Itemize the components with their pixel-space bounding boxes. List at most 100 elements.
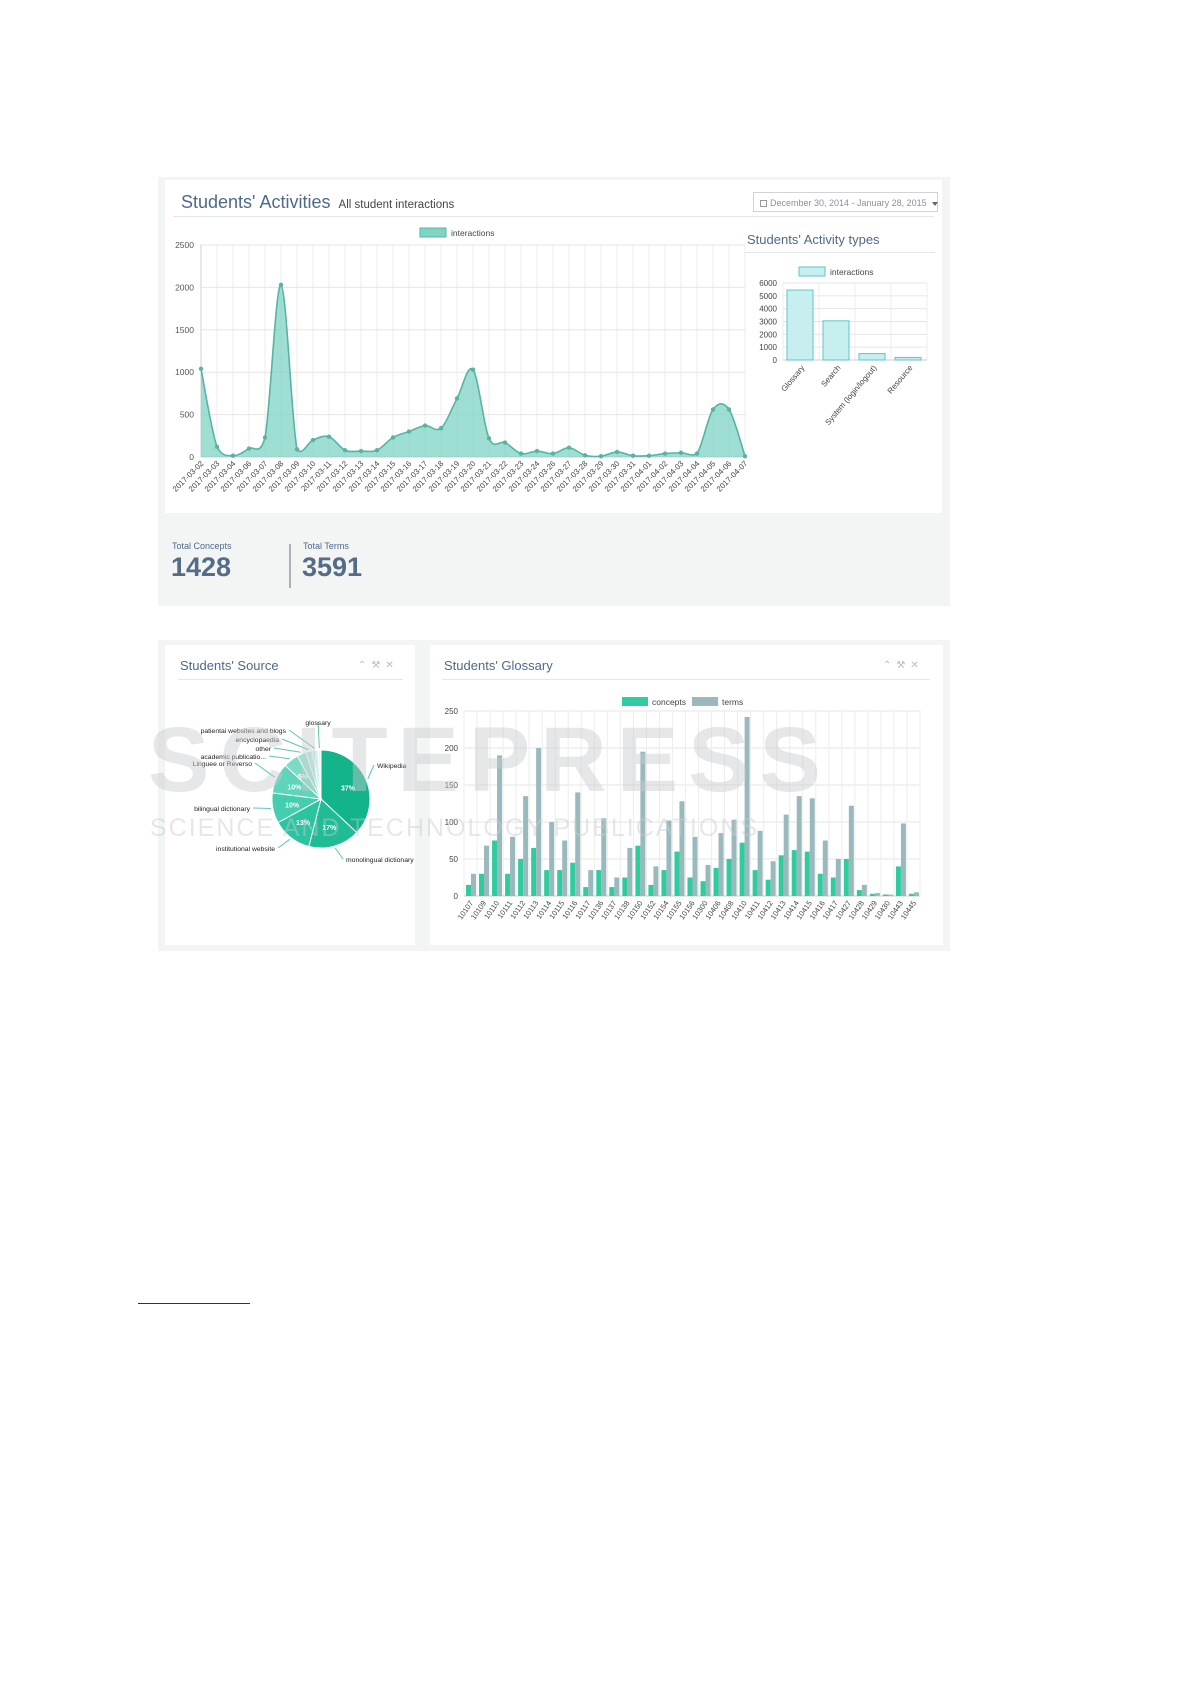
- glossary-bar-chart: 0501001502002501010710109101101011110112…: [445, 697, 921, 921]
- wrench-icon[interactable]: ⚒: [896, 660, 911, 671]
- slice-label: institutional website: [216, 846, 275, 853]
- source-title: Students' Source: [180, 658, 279, 673]
- bar-concepts: [531, 847, 537, 896]
- bar-concepts: [648, 884, 654, 896]
- chevron-up-icon[interactable]: ⌃: [883, 660, 897, 671]
- bar-concepts: [882, 894, 888, 896]
- slice-percent: 10%: [287, 784, 302, 791]
- bar-terms: [666, 820, 672, 896]
- bar-terms: [783, 814, 789, 896]
- leader-line: [367, 764, 375, 779]
- data-point: [486, 436, 492, 441]
- data-point: [230, 453, 236, 458]
- bar-terms: [484, 845, 490, 896]
- bar-terms: [679, 801, 685, 896]
- slice-percent: 13%: [296, 820, 311, 827]
- y-tick-label: 500: [180, 410, 194, 420]
- bar-terms: [471, 873, 476, 896]
- slice-percent: 17%: [322, 825, 337, 832]
- data-point: [710, 407, 716, 412]
- bar-concepts: [635, 845, 641, 896]
- bar-concepts: [791, 850, 797, 896]
- data-point: [246, 446, 252, 451]
- data-point: [518, 451, 524, 456]
- bar-terms: [874, 893, 880, 896]
- bar-terms: [497, 755, 503, 896]
- footnote-rule: [138, 1303, 250, 1304]
- bar-terms: [848, 805, 854, 896]
- bar-terms: [835, 859, 841, 896]
- legend-swatch: [692, 697, 718, 706]
- slice-label: academic publicatio...: [201, 754, 266, 761]
- data-point: [662, 451, 668, 456]
- leader-line: [317, 721, 320, 749]
- bar-concepts: [596, 870, 602, 896]
- legend-label: interactions: [451, 228, 494, 238]
- bar-terms: [861, 884, 867, 896]
- y-tick-label: 0: [189, 452, 194, 462]
- y-tick-label: 1000: [175, 367, 194, 377]
- bar-concepts: [726, 859, 732, 896]
- bar-concepts: [804, 851, 810, 896]
- data-point: [310, 437, 316, 443]
- data-point: [214, 444, 220, 450]
- legend-swatch: [798, 266, 826, 277]
- bar-terms: [653, 866, 659, 896]
- date-range-picker[interactable]: December 30, 2014 - January 28, 2015: [753, 192, 938, 212]
- close-icon[interactable]: ✕: [910, 660, 924, 671]
- y-tick-label: 2000: [759, 330, 777, 339]
- wrench-icon[interactable]: ⚒: [371, 660, 386, 671]
- y-tick-label: 1500: [175, 325, 194, 335]
- activities-subtitle: All student interactions: [338, 199, 455, 211]
- bar-terms: [627, 847, 633, 896]
- bar-concepts: [895, 866, 901, 896]
- bar-concepts: [557, 870, 563, 896]
- leader-line: [281, 738, 309, 751]
- slice-label: encyclopaedia: [236, 737, 280, 744]
- bar-terms: [575, 792, 581, 896]
- bar-concepts: [713, 867, 719, 896]
- leader-line: [288, 729, 315, 749]
- data-point: [422, 423, 428, 428]
- activities-title-text: Students' Activities: [181, 192, 331, 212]
- pie-slice: [320, 749, 371, 834]
- x-tick-label: Search: [819, 364, 842, 389]
- activity-types-divider: [745, 252, 935, 253]
- y-tick-label: 6000: [759, 279, 777, 288]
- bar-terms: [510, 836, 516, 896]
- slice-label: Wikipedia: [377, 763, 407, 770]
- activities-dashboard: Students' Activities All student interac…: [158, 177, 950, 606]
- y-tick-label: 5000: [759, 292, 777, 301]
- bar-terms: [523, 796, 529, 896]
- bar-concepts: [661, 870, 667, 896]
- data-point: [726, 407, 732, 412]
- leader-line: [277, 838, 291, 849]
- data-point: [630, 453, 636, 458]
- data-point: [278, 282, 284, 288]
- bar-terms: [731, 819, 737, 896]
- y-tick-label: 2500: [175, 240, 194, 250]
- bar-concepts: [700, 881, 706, 896]
- bar-concepts: [817, 873, 823, 896]
- slice-percent: 10%: [285, 803, 300, 810]
- data-point: [550, 451, 556, 456]
- caret-down-icon: [931, 201, 938, 206]
- bar-concepts: [583, 887, 589, 896]
- data-point: [598, 453, 604, 459]
- close-icon[interactable]: ✕: [385, 660, 399, 671]
- bar-concepts: [908, 893, 914, 896]
- source-glossary-dashboard: Students' Source ⌃⚒✕ 37% Wikipedia 17% mono…: [158, 640, 950, 951]
- data-point: [406, 429, 412, 434]
- bar-terms: [887, 894, 893, 896]
- data-point: [646, 453, 652, 458]
- y-tick-label: 2000: [175, 282, 194, 292]
- y-tick-label: 0: [773, 356, 778, 365]
- leader-line: [254, 762, 276, 778]
- data-point: [502, 440, 508, 445]
- slice-percent: 5%: [298, 774, 309, 781]
- bar-concepts: [687, 877, 693, 896]
- chevron-up-icon[interactable]: ⌃: [358, 660, 372, 671]
- y-tick-label: 4000: [759, 305, 777, 314]
- bar-terms: [549, 822, 555, 896]
- y-tick-label: 250: [445, 707, 459, 716]
